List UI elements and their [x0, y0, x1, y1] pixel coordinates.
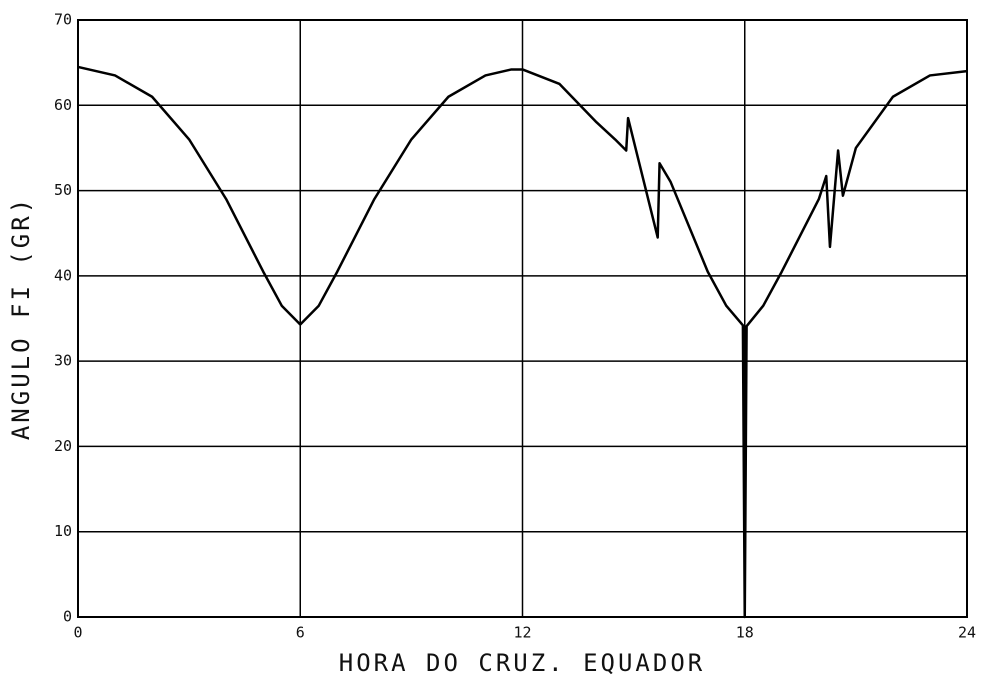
x-tick-label: 0	[73, 624, 82, 642]
x-tick-label: 12	[513, 624, 531, 642]
y-tick-label: 20	[54, 437, 72, 455]
y-axis-label: ANGULO FI (GR)	[7, 196, 35, 440]
x-tick-label: 24	[958, 624, 976, 642]
y-tick-label: 30	[54, 352, 72, 370]
y-tick-label: 40	[54, 266, 72, 284]
y-tick-label: 10	[54, 522, 72, 540]
y-tick-label: 50	[54, 181, 72, 199]
x-tick-label: 6	[296, 624, 305, 642]
line-series	[77, 65, 968, 619]
y-tick-label: 70	[54, 11, 72, 29]
y-tick-label: 60	[54, 96, 72, 114]
y-tick-label: 0	[63, 608, 72, 626]
x-tick-label: 18	[736, 624, 754, 642]
plot-frame	[77, 19, 968, 618]
x-axis-label: HORA DO CRUZ. EQUADOR	[339, 649, 705, 677]
